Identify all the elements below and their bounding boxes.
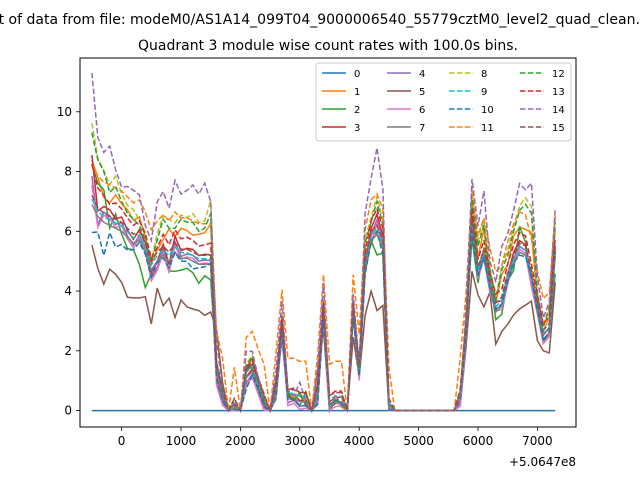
chart-title: Quadrant 3 module wise count rates with … [138,38,518,54]
legend-frame [315,62,572,142]
legend-label: 12 [552,69,565,80]
legend-label: 13 [552,87,565,98]
legend-label: 2 [354,105,360,116]
x-offset-label: +5.0647e8 [509,455,576,469]
x-tick-label: 6000 [463,434,494,448]
legend-label: 9 [481,87,487,98]
legend-label: 3 [354,123,360,134]
series-line-14 [91,72,556,414]
legend-label: 5 [419,87,425,98]
series-line-15 [91,195,556,414]
x-tick-label: 7000 [522,434,553,448]
legend-label: 14 [552,105,565,116]
y-tick-label: 0 [64,404,72,418]
x-tick-label: 4000 [344,434,375,448]
y-axis-ticks: 0 2 4 6 8 10 [57,105,80,418]
legend-label: 10 [481,105,494,116]
legend-label: 0 [354,69,360,80]
x-tick-label: 0 [118,434,126,448]
figure-suptitle: Plot of data from file: modeM0/AS1A14_09… [0,12,640,28]
legend-label: 1 [354,87,360,98]
legend-label: 4 [419,69,425,80]
series-line-10 [91,229,556,413]
x-tick-label: 1000 [166,434,197,448]
x-axis-ticks: 0 1000 2000 3000 4000 5000 6000 7000 [118,427,553,448]
legend-label: 6 [419,105,425,116]
legend-label: 15 [552,123,565,134]
series-line-13 [91,163,556,414]
y-tick-label: 10 [57,105,72,119]
y-tick-label: 8 [64,165,72,179]
plot-frame [79,57,577,428]
y-tick-label: 6 [64,224,72,238]
series-line-11 [91,163,556,412]
legend-label: 7 [419,123,425,134]
y-tick-label: 2 [64,344,72,358]
x-tick-label: 2000 [225,434,256,448]
y-tick-label: 4 [64,284,72,298]
legend-label: 11 [481,123,494,134]
x-tick-label: 3000 [285,434,316,448]
x-tick-label: 5000 [403,434,434,448]
legend-label: 8 [481,69,487,80]
series-lines [91,72,556,414]
